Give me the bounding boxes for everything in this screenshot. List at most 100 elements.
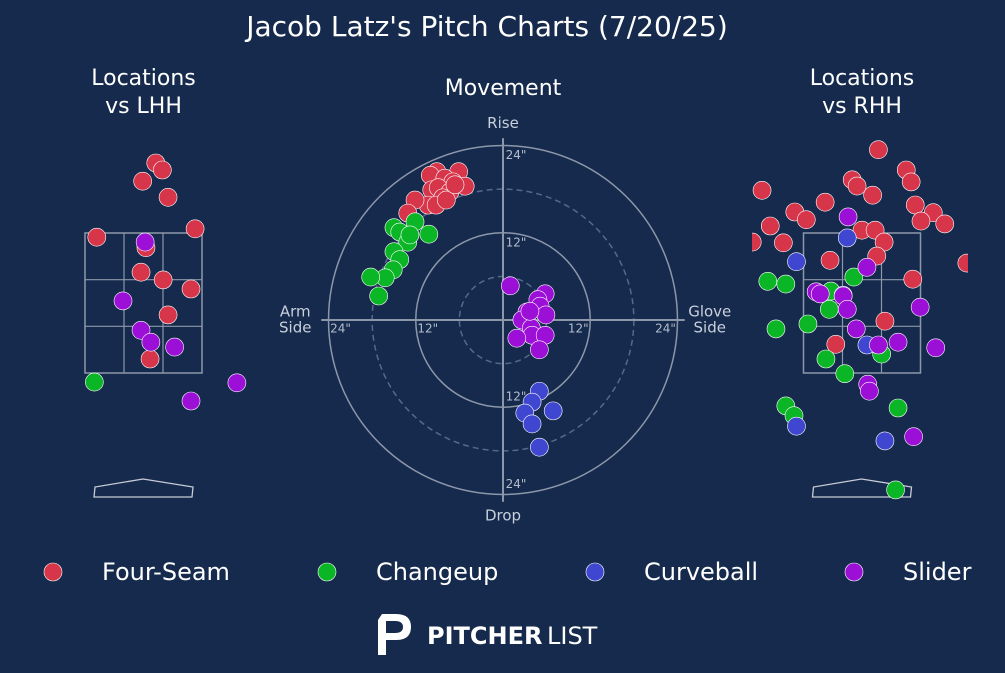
pitch-dot [522, 414, 542, 434]
legend-swatch [844, 562, 864, 582]
pitch-dot [810, 284, 830, 304]
movement-axes [321, 138, 685, 502]
pitch-dot [507, 328, 527, 348]
pitches [85, 153, 247, 411]
legend-label: Curveball [644, 558, 758, 586]
x-tick-label: 12" [568, 322, 589, 336]
y-tick-label: 12" [506, 390, 527, 404]
pitch-dot [141, 332, 161, 352]
pitch-dot [760, 216, 780, 236]
x-tick-label: 24" [330, 322, 351, 336]
panel-title: vs LHH [105, 94, 182, 119]
pitch-dot [905, 195, 925, 215]
pitch-dot [361, 267, 380, 287]
pitch-dot [815, 192, 835, 212]
y-tick-label: 24" [506, 148, 527, 162]
pitch-dot [752, 181, 772, 200]
logo: PITCHER LIST [378, 614, 598, 655]
pitch-dot [131, 262, 151, 282]
pitch-dot [857, 257, 877, 277]
pitch-dot [181, 279, 201, 299]
pitch-dot [798, 314, 818, 334]
pitch-dot [133, 171, 152, 191]
pitch-dot [837, 228, 857, 248]
panel-title: Locations [91, 66, 196, 91]
pitch-dot [536, 305, 556, 325]
pitch-dot [752, 232, 762, 252]
main-title: Jacob Latz's Pitch Charts (7/20/25) [244, 10, 728, 43]
rise-label: Rise [487, 114, 519, 132]
pitch-dot [774, 233, 793, 253]
logo-icon [378, 614, 411, 655]
x-tick-label: 24" [655, 322, 676, 336]
legend-swatch [317, 562, 337, 582]
pitch-dot [419, 224, 439, 244]
pitch-dot [935, 214, 955, 234]
pitch-dot [400, 225, 420, 245]
pitch-dot [369, 286, 388, 306]
pitches [361, 162, 563, 457]
legend-swatch [585, 562, 605, 582]
pitch-dot [758, 271, 778, 291]
legend-label: Slider [903, 558, 972, 586]
pitch-dot [926, 338, 946, 358]
glove-side-label: Side [694, 319, 726, 337]
pitch-dot [875, 431, 895, 451]
pitches [752, 140, 968, 500]
legend-swatch [43, 562, 63, 582]
pitch-dot [835, 364, 855, 384]
pitch-dot [776, 274, 796, 294]
pitch-dot [113, 291, 133, 311]
pitch-dot [957, 253, 968, 273]
pitch-dot [520, 301, 540, 321]
pitch-dot [837, 299, 857, 319]
arm-side-label: Arm [280, 303, 311, 321]
pitch-dot [901, 172, 921, 192]
legend: Four-Seam Changeup Curveball Slider [43, 558, 972, 586]
pitch-dot [153, 160, 172, 180]
legend-label: Changeup [376, 558, 498, 586]
pitch-dot [227, 373, 247, 393]
pitch-dot [87, 227, 107, 247]
pitch-dot [910, 297, 930, 317]
pitch-dot [158, 305, 178, 325]
panel-title: vs RHH [822, 94, 902, 119]
pitch-dot [787, 252, 806, 272]
legend-label: Four-Seam [102, 558, 230, 586]
pitch-dot [903, 269, 923, 289]
pitch-dot [888, 332, 908, 352]
pitch-dot [863, 185, 882, 205]
pitch-dot [911, 211, 931, 231]
pitch-dot [886, 480, 905, 500]
pitch-dot [500, 276, 520, 296]
drop-label: Drop [485, 506, 521, 524]
pitch-dot [888, 398, 908, 418]
home-plate [93, 478, 194, 498]
pitch-dot [838, 207, 858, 227]
pitch-dot [875, 311, 895, 331]
brand-light: LIST [547, 622, 598, 650]
pitch-dot [766, 319, 786, 339]
pitch-dot [847, 176, 867, 196]
pitch-dot [787, 416, 806, 436]
arm-side-label: Side [279, 319, 311, 337]
pitch-dot [185, 219, 205, 239]
pitch-dot [844, 267, 864, 287]
pitch-dot [140, 349, 160, 369]
panel-title: Movement [445, 76, 562, 101]
pitch-dot [820, 250, 840, 270]
pitch-dot [816, 349, 836, 369]
pitch-dot [846, 319, 866, 339]
y-tick-label: 12" [506, 235, 527, 249]
y-tick-label: 24" [506, 477, 527, 491]
brand-bold: PITCHER [427, 622, 542, 650]
glove-side-label: Glove [688, 303, 731, 321]
pitch-dot [165, 337, 184, 357]
pitch-dot [153, 270, 173, 290]
pitch-dot [530, 340, 549, 360]
pitch-dot [860, 381, 879, 401]
pitch-dot [135, 232, 155, 252]
pitch-dot [158, 188, 178, 207]
pitch-dot [819, 299, 839, 319]
pitch-dot [869, 140, 888, 159]
